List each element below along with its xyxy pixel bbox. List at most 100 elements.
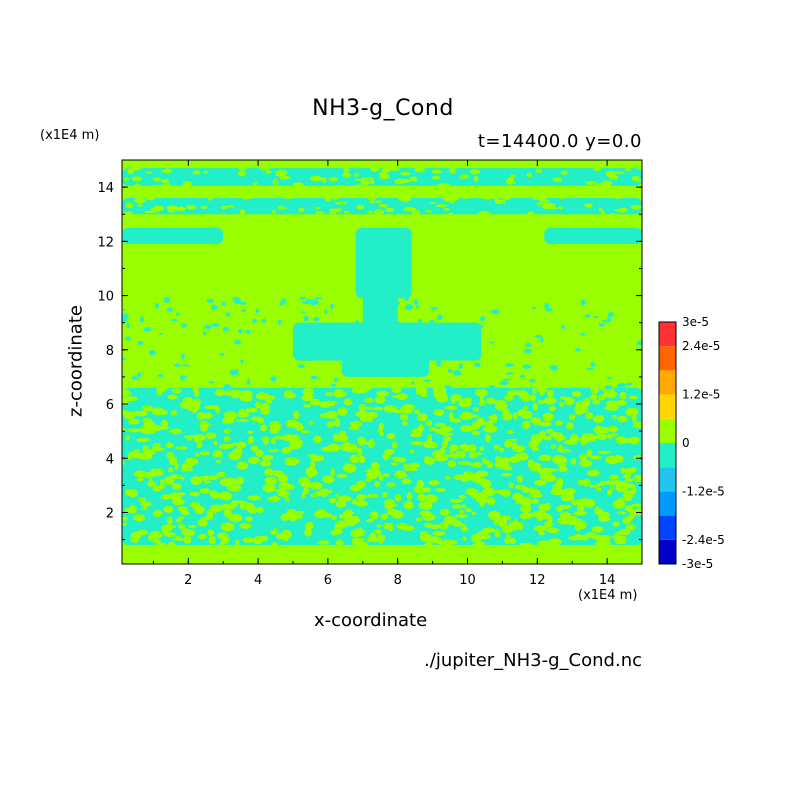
positive-speckle: [567, 489, 574, 497]
y-tick-label: 12: [97, 235, 114, 250]
positive-speckle: [245, 516, 253, 522]
positive-speckle: [600, 210, 606, 216]
positive-speckle: [351, 538, 359, 546]
positive-speckle: [131, 176, 143, 181]
positive-speckle: [238, 166, 247, 171]
positive-speckle: [223, 389, 235, 396]
positive-speckle: [332, 433, 340, 442]
positive-speckle: [540, 472, 545, 480]
positive-speckle: [305, 185, 311, 192]
positive-speckle: [618, 529, 631, 536]
positive-speckle: [569, 413, 576, 421]
positive-speckle: [380, 513, 389, 520]
positive-speckle: [535, 170, 542, 173]
positive-speckle: [409, 177, 418, 182]
positive-speckle: [228, 513, 243, 523]
positive-speckle: [161, 179, 170, 184]
negative-speckle: [574, 348, 582, 352]
positive-speckle: [209, 186, 214, 192]
positive-speckle: [625, 167, 631, 172]
positive-speckle: [270, 470, 284, 476]
positive-speckle: [270, 425, 281, 432]
positive-speckle: [601, 180, 613, 187]
positive-speckle: [134, 192, 143, 196]
negative-speckle: [211, 304, 218, 311]
positive-speckle: [235, 476, 244, 485]
x-axis-label: x-coordinate: [314, 610, 428, 631]
positive-speckle: [181, 529, 196, 537]
negative-speckle: [296, 354, 303, 358]
positive-speckle: [207, 196, 213, 201]
positive-speckle: [166, 205, 178, 211]
positive-speckle: [509, 174, 516, 178]
positive-speckle: [486, 398, 494, 402]
positive-speckle: [224, 503, 237, 509]
positive-speckle: [278, 481, 290, 491]
positive-speckle: [481, 197, 494, 200]
positive-speckle: [123, 211, 133, 215]
positive-speckle: [428, 524, 442, 529]
positive-speckle: [431, 176, 441, 180]
positive-speckle: [501, 412, 513, 421]
positive-speckle: [516, 475, 523, 483]
positive-speckle: [442, 186, 447, 191]
positive-speckle: [479, 533, 491, 540]
positive-speckle: [168, 467, 174, 473]
negative-speckle: [131, 375, 138, 380]
positive-speckle: [546, 527, 559, 534]
negative-speckle: [336, 356, 345, 360]
positive-speckle: [338, 430, 347, 436]
positive-speckle: [536, 202, 543, 206]
positive-speckle: [444, 405, 458, 410]
negative-speckle: [324, 308, 328, 315]
positive-speckle: [262, 436, 269, 445]
positive-speckle: [552, 189, 560, 195]
positive-speckle: [159, 482, 165, 490]
positive-speckle: [151, 446, 157, 455]
positive-speckle: [494, 199, 506, 204]
negative-speckle: [327, 347, 332, 352]
colorbar-label: 2.4e-5: [682, 339, 720, 353]
positive-speckle: [532, 403, 538, 411]
positive-speckle: [202, 170, 209, 174]
positive-speckle: [239, 395, 253, 402]
negative-speckle: [169, 319, 179, 322]
positive-speckle: [122, 522, 127, 526]
positive-speckle: [156, 387, 163, 396]
positive-speckle: [357, 494, 369, 499]
positive-speckle: [594, 541, 607, 549]
positive-speckle: [367, 210, 373, 214]
positive-speckle: [507, 429, 514, 435]
positive-speckle: [414, 167, 425, 173]
positive-speckle: [299, 476, 310, 485]
positive-speckle: [335, 500, 347, 508]
negative-region: [341, 344, 430, 377]
positive-speckle: [283, 389, 293, 399]
positive-speckle: [380, 189, 388, 194]
positive-speckle: [315, 211, 325, 215]
negative-region: [544, 227, 642, 245]
positive-speckle: [615, 436, 627, 445]
positive-speckle: [376, 390, 390, 397]
positive-speckle: [449, 498, 463, 503]
positive-speckle: [179, 401, 192, 409]
positive-speckle: [402, 197, 412, 202]
positive-speckle: [204, 405, 218, 410]
positive-speckle: [519, 543, 533, 547]
positive-speckle: [509, 525, 518, 531]
positive-speckle: [196, 412, 205, 421]
positive-speckle: [336, 473, 348, 478]
negative-speckle: [206, 298, 215, 303]
positive-speckle: [263, 187, 273, 192]
positive-speckle: [478, 530, 489, 535]
positive-speckle: [529, 489, 541, 497]
positive-speckle: [419, 510, 432, 516]
positive-speckle: [420, 531, 429, 537]
positive-speckle: [500, 489, 512, 497]
positive-speckle: [611, 433, 618, 437]
positive-speckle: [376, 429, 384, 433]
negative-speckle: [246, 378, 251, 385]
positive-speckle: [310, 398, 321, 406]
positive-speckle: [186, 437, 192, 441]
positive-speckle: [438, 183, 450, 187]
